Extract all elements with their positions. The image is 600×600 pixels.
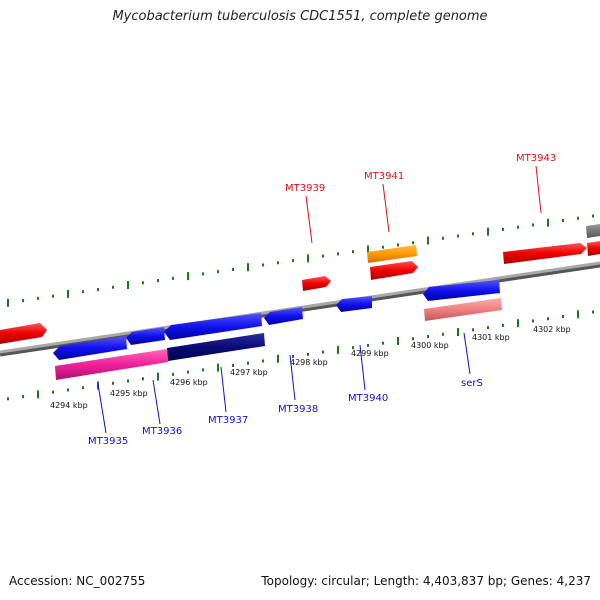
gene-arrow-right-gray[interactable]	[586, 224, 600, 238]
gene-arrow-right-red[interactable]	[587, 241, 600, 256]
kbp-label: 4298 kbp	[290, 358, 328, 367]
gene-arrow-mt3937[interactable]	[164, 313, 262, 340]
gene-arrow-mt3941[interactable]	[370, 261, 418, 280]
gene-arrow-mt3935[interactable]	[53, 336, 127, 360]
gene-label-mt3936[interactable]: MT3936	[142, 426, 182, 437]
gene-arrow-mt3943[interactable]	[503, 243, 587, 264]
gene-arrow-mt3940[interactable]	[336, 296, 372, 312]
genome-summary-text: Topology: circular; Length: 4,403,837 bp…	[261, 574, 591, 588]
gene-arrow-mt3938[interactable]	[264, 307, 303, 325]
gene-features	[0, 224, 600, 380]
gene-label-sers[interactable]: serS	[461, 378, 483, 389]
gene-label-mt3938[interactable]: MT3938	[278, 404, 318, 415]
tick-rows	[7, 214, 594, 401]
label-leaders	[97, 165, 542, 434]
gene-arrow-mt3939[interactable]	[302, 276, 331, 291]
gene-label-mt3941[interactable]: MT3941	[364, 171, 404, 182]
kbp-axis-labels: 4294 kbp 4295 kbp 4296 kbp 4297 kbp 4298…	[50, 325, 571, 410]
gene-labels: MT3935 MT3936 MT3937 MT3938 MT3940 serS …	[88, 153, 556, 447]
accession-text: Accession: NC_002755	[9, 574, 146, 588]
kbp-label: 4295 kbp	[110, 389, 148, 398]
gene-arrow-forward[interactable]	[0, 323, 47, 344]
map-title: Mycobacterium tuberculosis CDC1551, comp…	[112, 9, 488, 24]
kbp-label: 4296 kbp	[170, 378, 208, 387]
gene-arrow-pink[interactable]	[55, 349, 168, 380]
gene-label-mt3943[interactable]: MT3943	[516, 153, 556, 164]
kbp-label: 4297 kbp	[230, 368, 268, 377]
gene-arrow-navy[interactable]	[167, 333, 265, 361]
gene-label-mt3935[interactable]: MT3935	[88, 436, 128, 447]
kbp-label: 4300 kbp	[411, 341, 449, 350]
kbp-label: 4301 kbp	[472, 333, 510, 342]
gene-label-mt3937[interactable]: MT3937	[208, 415, 248, 426]
gene-arrow-salmon[interactable]	[424, 298, 502, 321]
gene-label-mt3939[interactable]: MT3939	[285, 183, 325, 194]
gene-arrow-sers[interactable]	[423, 280, 500, 301]
kbp-label: 4299 kbp	[351, 349, 389, 358]
gene-arrow-mt3936[interactable]	[126, 327, 165, 345]
gene-label-mt3940[interactable]: MT3940	[348, 393, 388, 404]
kbp-label: 4294 kbp	[50, 401, 88, 410]
kbp-label: 4302 kbp	[533, 325, 571, 334]
gene-arrow-orange[interactable]	[367, 245, 417, 263]
